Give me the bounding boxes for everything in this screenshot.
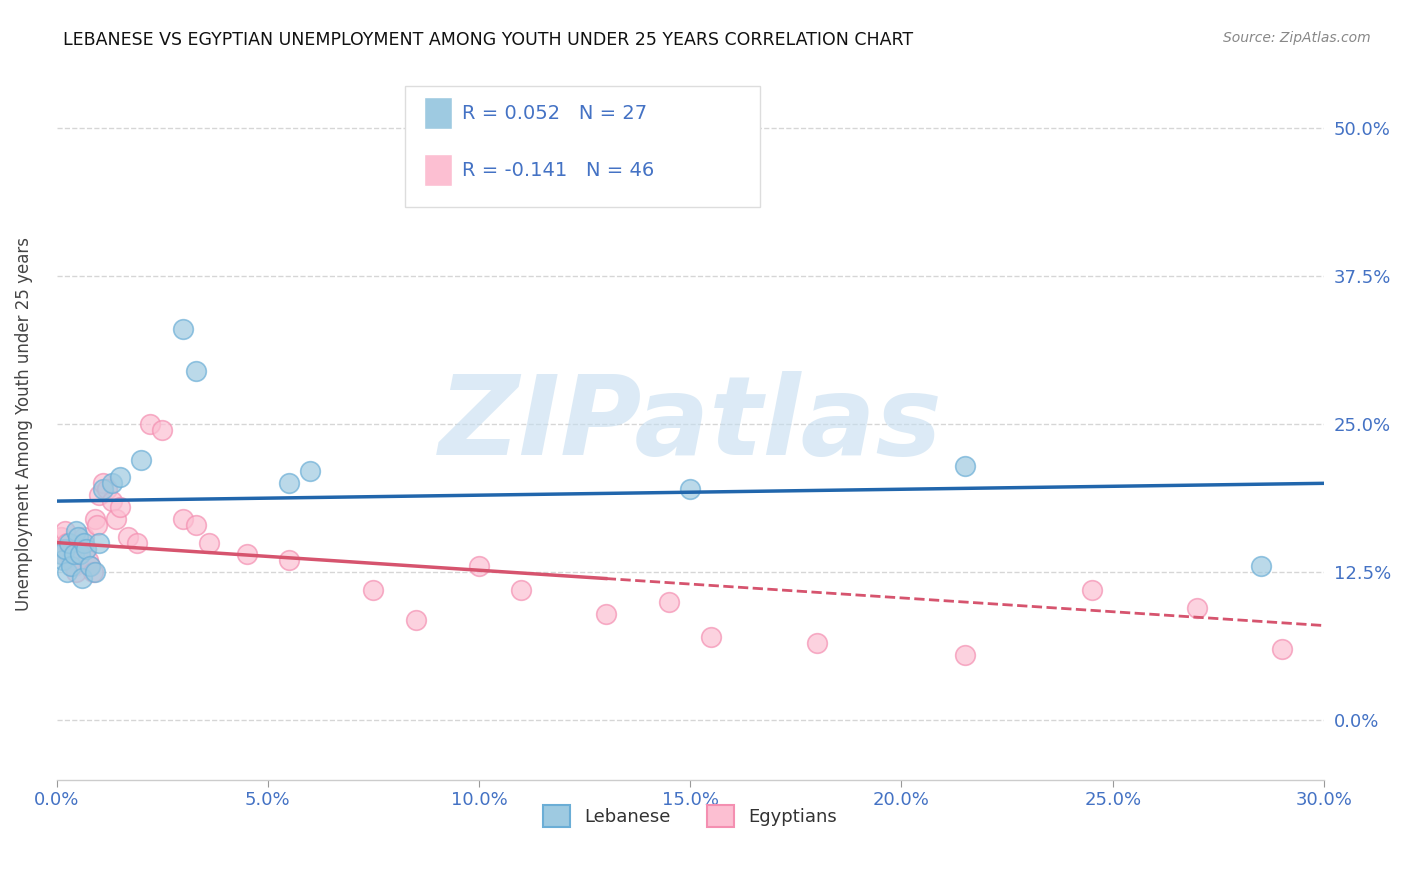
Point — [1271, 642, 1294, 657]
Point — [69, 548, 91, 562]
Point — [79, 559, 101, 574]
Point — [108, 470, 131, 484]
Point — [91, 476, 114, 491]
Point — [125, 535, 148, 549]
Point — [363, 582, 385, 597]
Point — [65, 524, 87, 538]
Legend: Lebanese, Egyptians: Lebanese, Egyptians — [536, 798, 845, 835]
Point — [129, 452, 152, 467]
Point — [96, 482, 118, 496]
Text: ZIPatlas: ZIPatlas — [439, 370, 942, 477]
Text: R = -0.141   N = 46: R = -0.141 N = 46 — [463, 161, 654, 180]
Point — [510, 582, 533, 597]
Point — [278, 476, 301, 491]
Point — [117, 530, 139, 544]
Point — [52, 553, 75, 567]
Point — [69, 548, 91, 562]
Point — [48, 541, 70, 556]
Point — [83, 565, 105, 579]
Point — [70, 535, 93, 549]
Point — [49, 530, 72, 544]
FancyBboxPatch shape — [425, 153, 451, 186]
Point — [184, 364, 207, 378]
Point — [52, 548, 75, 562]
Point — [1185, 600, 1208, 615]
Text: R = 0.052   N = 27: R = 0.052 N = 27 — [463, 104, 647, 123]
Point — [82, 565, 104, 579]
Point — [58, 548, 80, 562]
Point — [299, 465, 322, 479]
Point — [150, 423, 173, 437]
Point — [1080, 582, 1102, 597]
Point — [62, 559, 84, 574]
Point — [66, 541, 89, 556]
Point — [138, 417, 160, 431]
Point — [53, 524, 76, 538]
Point — [62, 548, 84, 562]
Point — [953, 458, 976, 473]
Point — [104, 512, 127, 526]
Point — [172, 512, 194, 526]
Text: LEBANESE VS EGYPTIAN UNEMPLOYMENT AMONG YOUTH UNDER 25 YEARS CORRELATION CHART: LEBANESE VS EGYPTIAN UNEMPLOYMENT AMONG … — [63, 31, 914, 49]
Point — [278, 553, 301, 567]
Point — [595, 607, 617, 621]
Point — [73, 530, 96, 544]
Point — [87, 488, 110, 502]
Point — [700, 631, 723, 645]
Point — [235, 548, 257, 562]
Point — [953, 648, 976, 662]
Point — [70, 571, 93, 585]
Point — [100, 476, 122, 491]
Point — [75, 541, 97, 556]
FancyBboxPatch shape — [425, 97, 451, 129]
Point — [65, 565, 87, 579]
Point — [66, 530, 89, 544]
Point — [806, 636, 828, 650]
Point — [56, 565, 79, 579]
Point — [60, 559, 83, 574]
Text: Source: ZipAtlas.com: Source: ZipAtlas.com — [1223, 31, 1371, 45]
Point — [73, 535, 96, 549]
Point — [79, 559, 101, 574]
Point — [468, 559, 491, 574]
Point — [184, 517, 207, 532]
Point — [83, 512, 105, 526]
Point — [53, 541, 76, 556]
Point — [60, 553, 83, 567]
Point — [679, 482, 702, 496]
Point — [108, 500, 131, 514]
Point — [56, 535, 79, 549]
Point — [1250, 559, 1272, 574]
Point — [58, 535, 80, 549]
Point — [86, 517, 108, 532]
Point — [91, 482, 114, 496]
Point — [49, 548, 72, 562]
Point — [172, 322, 194, 336]
Point — [100, 494, 122, 508]
Point — [87, 535, 110, 549]
Point — [658, 595, 681, 609]
Y-axis label: Unemployment Among Youth under 25 years: Unemployment Among Youth under 25 years — [15, 237, 32, 611]
Point — [405, 613, 427, 627]
Point — [197, 535, 219, 549]
Point — [77, 553, 100, 567]
FancyBboxPatch shape — [405, 87, 761, 207]
Point — [75, 541, 97, 556]
